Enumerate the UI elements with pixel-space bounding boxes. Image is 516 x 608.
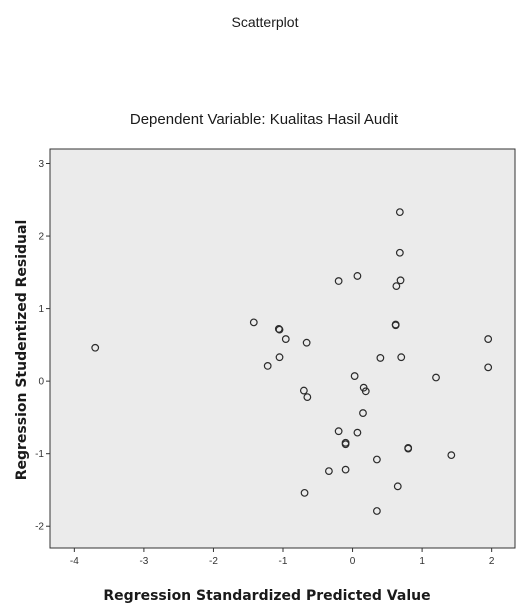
y-tick-label: 2	[38, 232, 44, 243]
plot-area	[49, 148, 516, 549]
data-points	[91, 208, 493, 515]
y-axis-title: Regression Studentized Residual	[14, 220, 30, 481]
data-point	[91, 343, 100, 352]
data-point	[299, 386, 308, 395]
data-point	[484, 363, 493, 372]
data-point	[432, 373, 440, 382]
x-tick-label: 0	[350, 556, 356, 567]
data-point	[303, 393, 312, 402]
y-tick-label: -1	[35, 449, 44, 460]
data-point	[325, 467, 333, 476]
data-point	[447, 451, 456, 460]
data-point	[281, 335, 290, 343]
x-tick-label: 1	[419, 556, 425, 567]
data-point	[484, 335, 493, 343]
data-point	[302, 338, 311, 347]
data-point	[372, 507, 381, 515]
y-tick-label: 3	[38, 159, 44, 170]
x-tick-label: -1	[279, 556, 288, 567]
data-point	[334, 277, 343, 285]
data-point	[353, 272, 362, 280]
data-point	[263, 362, 272, 370]
x-tick-label: -2	[209, 556, 218, 567]
x-tick-label: -4	[70, 556, 79, 567]
data-point	[395, 248, 404, 257]
x-axis-title: Regression Standardized Predicted Value	[103, 588, 430, 604]
data-point	[396, 276, 405, 285]
data-point	[359, 409, 367, 417]
data-point	[393, 482, 402, 491]
data-point	[395, 208, 404, 217]
data-point	[300, 488, 309, 497]
data-point	[353, 428, 362, 437]
x-tick-label: -3	[139, 556, 148, 567]
data-point	[391, 321, 400, 330]
data-point	[361, 387, 370, 396]
y-tick-label: 0	[38, 377, 44, 388]
chart-title: Scatterplot	[232, 14, 299, 30]
y-tick-label: -2	[35, 522, 44, 533]
data-point	[341, 465, 350, 474]
axis-ticks: -4 -3 -2 -1 0 1 2 -2 -1 0 1 2 3	[35, 159, 495, 567]
data-point	[341, 440, 350, 449]
data-point	[372, 455, 381, 464]
data-point	[275, 353, 284, 362]
data-point	[274, 325, 283, 333]
y-tick-label: 1	[38, 304, 44, 315]
data-point	[334, 427, 343, 436]
data-point	[397, 353, 406, 362]
data-point	[404, 443, 413, 452]
chart-subtitle: Dependent Variable: Kualitas Hasil Audit	[130, 111, 399, 128]
data-point	[350, 372, 359, 380]
data-point	[275, 325, 284, 334]
data-point	[376, 354, 385, 362]
data-point	[392, 282, 401, 291]
data-point	[249, 318, 258, 327]
x-tick-label: 2	[489, 556, 495, 567]
